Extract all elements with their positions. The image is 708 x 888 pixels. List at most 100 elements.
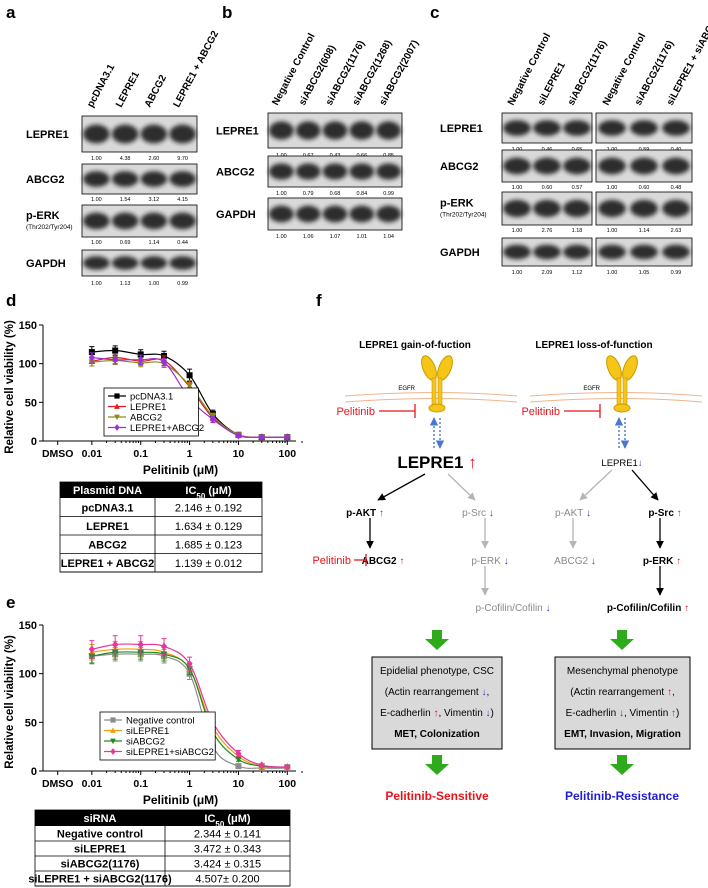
blot-band xyxy=(169,124,196,144)
blot-band xyxy=(630,199,658,218)
quant-value: 1.00 xyxy=(276,234,287,240)
quant-value: 1.00 xyxy=(607,270,618,276)
quant-value: 0.44 xyxy=(177,240,188,246)
pathway-node-part: p-ERK xyxy=(643,556,676,567)
row-label: p-ERK xyxy=(440,198,474,210)
table-cell: 1.634 ± 0.129 xyxy=(175,521,242,533)
pathway-node-part: p-Src xyxy=(462,508,489,519)
blot-band xyxy=(376,205,401,223)
legend-label: ABCG2 xyxy=(130,413,162,424)
phenotype-line-part: (Actin rearrangement xyxy=(385,687,482,698)
legend-marker xyxy=(114,393,120,399)
center-node-part: LEPRE1 xyxy=(397,453,468,472)
y-axis-title: Relative cell viability (%) xyxy=(4,635,16,769)
green-arrow xyxy=(425,755,449,775)
phenotype-line: (Actin rearrangement ↑, xyxy=(570,687,675,698)
blot-band xyxy=(269,205,294,223)
blot-band xyxy=(269,163,294,180)
blot-band xyxy=(598,244,626,260)
blot-band xyxy=(83,171,110,187)
quant-value: 1.00 xyxy=(91,281,102,287)
quant-value: 1.00 xyxy=(91,240,102,246)
pathway-node-part: p-AKT xyxy=(346,508,379,519)
phenotype-line-part: ↑ xyxy=(671,708,676,719)
x-tick-label: 0.1 xyxy=(133,448,148,460)
blot-band xyxy=(295,205,321,223)
blot-band xyxy=(376,163,401,180)
row-label: GAPDH xyxy=(26,258,66,270)
table-header-part: IC xyxy=(185,485,196,497)
quant-value: 1.00 xyxy=(276,191,287,197)
x-tick-label: 0.01 xyxy=(82,448,103,460)
blot-band xyxy=(83,212,110,230)
quant-value: 0.84 xyxy=(356,191,367,197)
receptor-stem xyxy=(431,377,437,407)
table-header-cell: siRNA xyxy=(83,813,116,825)
pathway-node-part: ↑ xyxy=(684,603,689,614)
phenotype-line-part: ↓ xyxy=(486,708,491,719)
table-cell: siABCG2(1176) xyxy=(61,859,140,871)
legend-label: LEPRE1 xyxy=(130,402,166,413)
table-cell: siLEPRE1 + siABCG2(1176) xyxy=(28,874,172,886)
quant-value: 1.01 xyxy=(356,234,367,240)
blot-band xyxy=(111,124,139,144)
center-node-part: ↑ xyxy=(468,453,477,472)
table-cell: LEPRE1 + ABCG2 xyxy=(61,558,154,570)
blot-band xyxy=(598,157,626,175)
outcome: Pelitinib-Sensitive xyxy=(385,789,489,803)
quant-value: 4.38 xyxy=(120,156,131,162)
quant-value: 1.14 xyxy=(149,240,160,246)
quant-value: 0.79 xyxy=(303,191,314,197)
membrane xyxy=(344,392,518,397)
blot-band xyxy=(563,120,591,136)
blot-band xyxy=(662,199,690,218)
table-frame xyxy=(34,809,291,887)
data-point xyxy=(284,763,291,772)
row-label: LEPRE1 xyxy=(216,126,259,138)
table-header-cell: IC50 (μM) xyxy=(185,485,232,501)
row-label: ABCG2 xyxy=(26,174,65,186)
x-axis-title: Pelitinib (μM) xyxy=(143,463,218,477)
table-cell: 2.146 ± 0.192 xyxy=(175,502,242,514)
blot-band xyxy=(563,157,591,175)
blot-band xyxy=(322,205,348,223)
blot-band xyxy=(503,199,531,218)
panel-label: a xyxy=(6,3,16,22)
blot-band xyxy=(111,256,139,270)
table-header xyxy=(60,482,262,498)
blot-band xyxy=(630,244,658,260)
blot-band xyxy=(111,171,139,187)
table-cell: 2.344 ± 0.141 xyxy=(194,829,261,841)
data-point xyxy=(137,355,144,364)
receptor-lobe xyxy=(606,355,622,381)
arrow xyxy=(447,473,476,501)
phenotype-line-part: ↑ xyxy=(667,687,672,698)
row-label: GAPDH xyxy=(440,247,480,259)
panel-label: b xyxy=(222,3,232,22)
quant-value: 3.12 xyxy=(149,197,160,203)
data-point xyxy=(186,382,193,389)
quant-value: 1.00 xyxy=(512,270,523,276)
lane-label: ABCG2 xyxy=(143,73,169,109)
pathway-node: p-Src ↓ xyxy=(462,508,494,519)
table-header-cell: Plasmid DNA xyxy=(73,485,142,497)
phenotype-line-part: E-cadherlin xyxy=(380,708,433,719)
phenotype-line-part: , xyxy=(486,687,489,698)
data-point xyxy=(137,640,144,649)
table-header-part: 50 xyxy=(196,492,205,501)
pathway-node: p-Cofilin/Cofilin ↓ xyxy=(475,603,550,614)
data-point xyxy=(235,763,242,770)
data-point xyxy=(161,358,168,367)
phenotype-line: EMT, Invasion, Migration xyxy=(564,729,681,740)
center-node: LEPRE1↓ xyxy=(601,458,642,469)
pathway-node-part: ↓ xyxy=(504,556,509,567)
phenotype-line-part: ) xyxy=(491,708,494,719)
blot-band xyxy=(503,157,531,175)
x-tick-label: 100 xyxy=(279,448,297,460)
blot-band xyxy=(322,163,348,180)
phenotype-box xyxy=(554,656,691,750)
blot-band xyxy=(662,120,690,136)
phenotype-line-part: MET, Colonization xyxy=(394,729,480,740)
legend-label: siLEPRE1+siABCG2 xyxy=(126,747,214,758)
membrane xyxy=(344,398,518,403)
